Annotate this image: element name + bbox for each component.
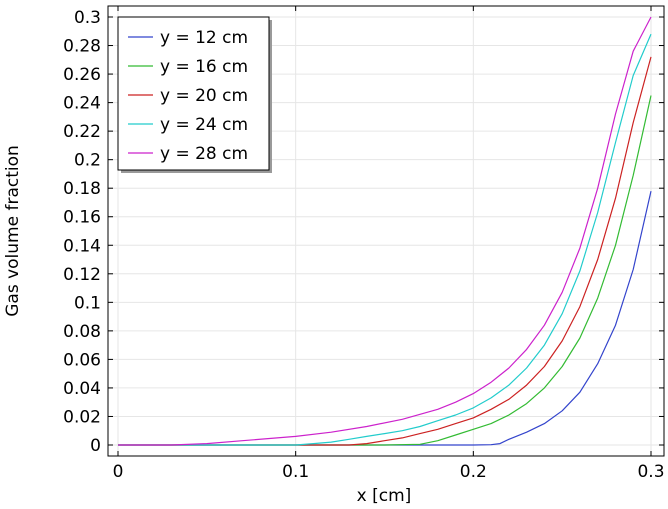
series-group bbox=[118, 16, 652, 446]
y-tick-label: 0.16 bbox=[63, 208, 101, 228]
legend-box bbox=[117, 16, 270, 171]
legend-label-4: y = 24 cm bbox=[160, 115, 248, 135]
legend-label-5: y = 28 cm bbox=[160, 144, 248, 164]
legend-label-3: y = 20 cm bbox=[160, 86, 248, 106]
legend-label-1: y = 12 cm bbox=[160, 28, 248, 48]
y-tick-label: 0.24 bbox=[63, 94, 101, 114]
legend-label-2: y = 16 cm bbox=[160, 57, 248, 77]
y-tick-labels: 0 0.02 0.04 0.06 0.08 0.1 0.12 0.14 0.16 0.18 0.2 0… bbox=[63, 8, 101, 456]
y-tick-label: 0.06 bbox=[63, 350, 101, 370]
series-line-2 bbox=[118, 95, 652, 446]
x-tick-label: 0.3 bbox=[637, 462, 664, 482]
x-tick-label: 0.1 bbox=[282, 462, 309, 482]
x-tick-label: 0.2 bbox=[460, 462, 487, 482]
x-tick-labels: 0 0.1 0.2 0.3 bbox=[113, 462, 665, 482]
series-line-4 bbox=[118, 33, 652, 446]
x-axis-title: x [cm] bbox=[357, 486, 412, 506]
y-tick-label: 0.04 bbox=[63, 379, 101, 399]
series-line-3 bbox=[118, 56, 652, 446]
legend: y = 12 cm y = 16 cm y = 20 cm y = 24 cm y = … bbox=[117, 16, 272, 173]
y-tick-label: 0.3 bbox=[74, 8, 101, 28]
y-tick-label: 0.18 bbox=[63, 179, 101, 199]
y-tick-label: 0.2 bbox=[74, 151, 101, 171]
y-tick-label: 0.28 bbox=[63, 37, 101, 57]
y-tick-label: 0.12 bbox=[63, 265, 101, 285]
y-tick-label: 0.08 bbox=[63, 322, 101, 342]
y-tick-label: 0.22 bbox=[63, 122, 101, 142]
y-tick-label: 0.1 bbox=[74, 293, 101, 313]
y-tick-label: 0.02 bbox=[63, 407, 101, 427]
y-tick-label: 0 bbox=[90, 436, 101, 456]
grid bbox=[108, 6, 664, 456]
plot-frame bbox=[107, 5, 665, 457]
tick-marks bbox=[108, 6, 664, 456]
y-tick-label: 0.26 bbox=[63, 65, 101, 85]
y-axis-title: Gas volume fraction bbox=[3, 145, 23, 317]
x-tick-label: 0 bbox=[113, 462, 124, 482]
y-tick-label: 0.14 bbox=[63, 236, 101, 256]
series-line-5 bbox=[118, 16, 652, 446]
